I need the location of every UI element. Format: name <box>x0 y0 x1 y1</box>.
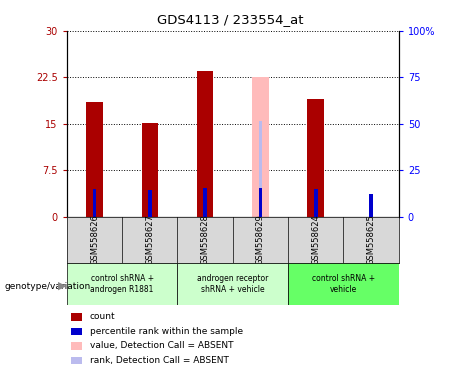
Bar <box>142 122 158 217</box>
Bar <box>307 99 324 217</box>
Text: GSM558628: GSM558628 <box>201 215 210 265</box>
Text: GSM558629: GSM558629 <box>256 215 265 265</box>
Bar <box>288 263 399 305</box>
Text: ▶: ▶ <box>58 281 66 291</box>
Text: GDS4113 / 233554_at: GDS4113 / 233554_at <box>157 13 304 26</box>
Text: GSM558624: GSM558624 <box>311 215 320 265</box>
Bar <box>67 263 177 305</box>
Bar <box>86 102 103 217</box>
Bar <box>314 189 318 217</box>
Text: GSM558625: GSM558625 <box>366 215 376 265</box>
Text: genotype/variation: genotype/variation <box>5 281 91 291</box>
Text: control shRNA +
vehicle: control shRNA + vehicle <box>312 275 375 294</box>
Text: count: count <box>90 312 116 321</box>
Bar <box>307 99 324 217</box>
Text: percentile rank within the sample: percentile rank within the sample <box>90 327 243 336</box>
Text: GSM558626: GSM558626 <box>90 215 99 265</box>
Text: GSM558627: GSM558627 <box>145 215 154 265</box>
Bar <box>197 71 213 217</box>
Bar <box>203 188 207 217</box>
Text: control shRNA +
androgen R1881: control shRNA + androgen R1881 <box>90 275 154 294</box>
Bar <box>314 124 318 217</box>
Bar <box>259 188 262 217</box>
Text: value, Detection Call = ABSENT: value, Detection Call = ABSENT <box>90 341 233 351</box>
Text: rank, Detection Call = ABSENT: rank, Detection Call = ABSENT <box>90 356 229 365</box>
Bar <box>369 194 373 217</box>
Bar <box>259 121 262 217</box>
Bar <box>93 189 96 217</box>
Bar <box>177 263 288 305</box>
Bar <box>252 77 269 217</box>
Bar <box>148 190 152 217</box>
Text: androgen receptor
shRNA + vehicle: androgen receptor shRNA + vehicle <box>197 275 268 294</box>
